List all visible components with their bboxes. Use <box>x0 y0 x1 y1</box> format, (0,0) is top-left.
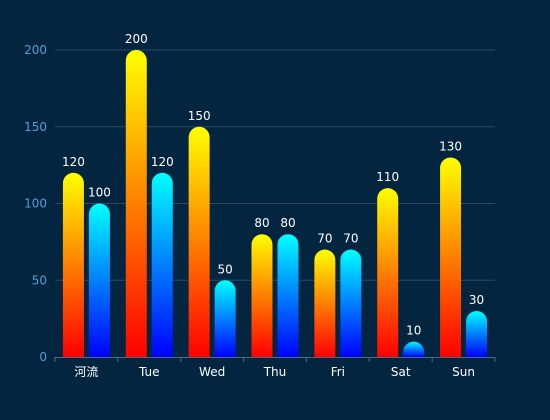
data-label: 50 <box>218 262 233 276</box>
x-tick-label: Sat <box>391 365 411 379</box>
data-label: 80 <box>254 216 269 230</box>
bar-series-2 <box>151 172 173 357</box>
bar-series-1 <box>377 188 399 357</box>
y-tick-label: 200 <box>24 43 47 57</box>
data-label: 110 <box>376 170 399 184</box>
y-tick-label: 0 <box>39 350 47 364</box>
x-tick-label: Thu <box>263 365 287 379</box>
data-label: 10 <box>406 324 421 338</box>
data-label: 30 <box>469 293 484 307</box>
x-tick-label: Fri <box>331 365 345 379</box>
y-tick-label: 150 <box>24 120 47 134</box>
bar-series-1 <box>188 126 210 358</box>
bar-series-1 <box>62 172 84 357</box>
bar-series-1 <box>314 249 336 357</box>
data-label: 80 <box>280 216 295 230</box>
data-labels: 120 100 200 120 150 50 80 80 70 70 110 10 130 30 <box>62 32 484 338</box>
bar-series-2 <box>214 280 236 357</box>
data-label: 200 <box>125 32 148 46</box>
y-tick-label: 100 <box>24 197 47 211</box>
bar-series-2 <box>88 203 110 357</box>
x-tick-label: Sun <box>452 365 475 379</box>
x-tick-label: Wed <box>199 365 225 379</box>
bar-series-2 <box>466 310 488 357</box>
grid-lines <box>55 49 495 281</box>
bar-series-2 <box>403 341 425 357</box>
data-label: 150 <box>188 109 211 123</box>
data-label: 120 <box>151 155 174 169</box>
bar-series-2 <box>340 249 362 357</box>
data-label: 120 <box>62 155 85 169</box>
bar-series-1 <box>251 234 273 357</box>
bar-series-1 <box>440 157 462 357</box>
data-label: 130 <box>439 139 462 153</box>
data-label: 70 <box>317 232 332 246</box>
data-label: 100 <box>88 186 111 200</box>
x-tick-label: 河流 <box>74 365 98 379</box>
axes: 0 50 100 150 200 河流 Tue Wed Thu Fri Sat Sun <box>24 43 496 379</box>
bar-series-2 <box>277 234 299 357</box>
data-label: 70 <box>343 232 358 246</box>
bar-series-1 <box>125 49 147 357</box>
y-tick-label: 50 <box>32 273 47 287</box>
x-tick-label: Tue <box>138 365 160 379</box>
bars <box>62 49 488 358</box>
